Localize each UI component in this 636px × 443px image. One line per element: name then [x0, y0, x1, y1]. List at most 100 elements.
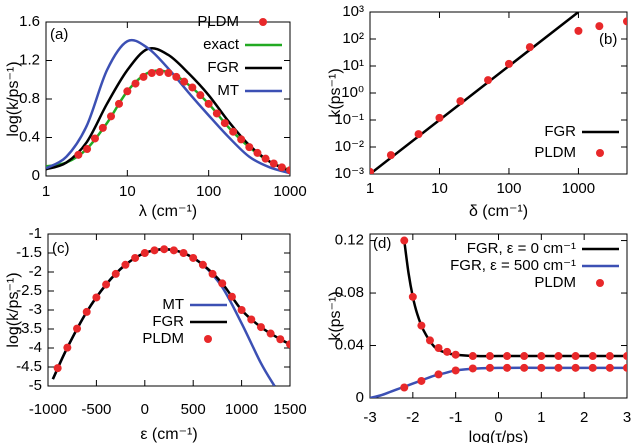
plot-frame	[369, 233, 628, 399]
data-point	[92, 293, 101, 302]
legend-label: FGR	[544, 123, 576, 140]
x-tick-label: 0	[494, 409, 502, 426]
x-tick-label: 1	[537, 409, 545, 426]
data-point	[150, 246, 159, 255]
data-point	[115, 99, 124, 108]
data-point	[537, 363, 546, 372]
legend-swatch	[596, 279, 604, 287]
data-point	[74, 150, 83, 159]
data-point	[571, 352, 580, 361]
data-point	[139, 72, 148, 81]
x-tick-label: -1000	[29, 401, 67, 418]
x-tick-label: 100	[496, 180, 521, 197]
y-tick-label: -5	[29, 377, 42, 394]
y-tick-label: -4.5	[16, 358, 42, 375]
y-tick-label: -1.5	[16, 244, 42, 261]
legend-label: FGR, ε = 0 cm⁻¹	[467, 240, 576, 257]
data-point	[269, 159, 278, 168]
data-point	[554, 352, 563, 361]
data-point	[82, 307, 91, 316]
data-point	[237, 306, 246, 314]
data-point	[623, 352, 627, 361]
y-axis-label: log(k/ps⁻¹)	[5, 61, 22, 136]
data-point	[468, 364, 477, 373]
data-point	[276, 335, 285, 344]
panel-label: (b)	[599, 31, 617, 48]
x-tick-label: 100	[196, 183, 221, 200]
legend-label: MT	[217, 82, 239, 99]
data-point	[102, 280, 111, 289]
y-axis-label: k(ps⁻¹)	[327, 68, 344, 117]
y-tick-label: 0	[356, 389, 364, 406]
x-tick-label: -2	[406, 409, 419, 426]
data-point	[485, 352, 494, 361]
data-point	[169, 246, 178, 255]
panel-label: (c)	[52, 240, 70, 257]
data-point	[605, 363, 614, 372]
legend-label: FGR	[152, 313, 184, 330]
data-point	[520, 363, 529, 372]
data-point	[53, 364, 62, 373]
data-point	[245, 143, 254, 152]
x-tick-label: -3	[363, 409, 376, 426]
data-point	[256, 323, 265, 332]
data-point	[155, 68, 164, 77]
data-point	[111, 269, 120, 278]
data-point	[456, 97, 465, 106]
data-point	[131, 253, 140, 262]
legend-label: FGR	[207, 59, 239, 76]
line	[46, 69, 290, 172]
data-point	[172, 72, 181, 81]
data-point	[400, 236, 409, 245]
plot-frame	[369, 11, 628, 175]
legend-swatch	[259, 18, 267, 26]
legend-swatch	[596, 149, 604, 157]
legend-label: exact	[203, 36, 240, 53]
data-point	[253, 148, 262, 157]
y-tick-label: 1.6	[19, 13, 40, 30]
data-point	[140, 249, 149, 257]
data-point	[554, 363, 563, 372]
x-tick-label: 1000	[225, 401, 258, 418]
panel: 1 10 100 1000 10⁻³ 10⁻² 10⁻¹ 10⁰ 10¹ 10² 10³ (b) δ (…	[327, 3, 628, 220]
data-point	[434, 344, 443, 353]
plot-frame	[45, 21, 291, 177]
data-point	[277, 163, 286, 172]
legend-label: PLDM	[197, 13, 239, 30]
data-point	[595, 22, 604, 31]
y-tick-label: 10⁻¹	[334, 111, 364, 128]
y-tick-label: 10²	[342, 30, 364, 47]
y-tick-label: 10¹	[342, 57, 364, 74]
x-tick-label: 1000	[273, 183, 306, 200]
data-point	[537, 352, 546, 361]
data-point	[73, 324, 82, 333]
data-point	[525, 43, 534, 52]
x-axis-label: log(τ/ps)	[469, 429, 529, 443]
data-point	[131, 79, 140, 88]
data-point	[443, 347, 452, 356]
line	[370, 12, 580, 174]
data-point	[451, 350, 460, 359]
x-axis-label: ε (cm⁻¹)	[140, 426, 197, 443]
data-point	[503, 352, 512, 361]
x-tick-label: -1	[449, 409, 462, 426]
data-point	[121, 260, 130, 269]
data-point	[425, 336, 434, 345]
data-point	[107, 112, 116, 121]
x-tick-label: 10	[431, 180, 448, 197]
data-point	[188, 83, 197, 92]
legend-label: PLDM	[534, 144, 576, 161]
data-point	[468, 352, 477, 361]
x-tick-label: 1500	[273, 401, 306, 418]
plot-area	[370, 12, 627, 174]
panel-label: (a)	[50, 26, 68, 43]
data-point	[227, 292, 236, 301]
panel: -1000 -500 0 500 1000 1500 -1 -1.5 -2 -2.5 -3 -3.5 -…	[5, 225, 306, 443]
data-point	[218, 279, 227, 288]
data-point	[164, 69, 173, 78]
data-point	[435, 113, 444, 122]
x-tick-label: -500	[81, 401, 111, 418]
y-tick-label: 0.12	[335, 232, 364, 249]
y-tick-label: -3.5	[16, 320, 42, 337]
